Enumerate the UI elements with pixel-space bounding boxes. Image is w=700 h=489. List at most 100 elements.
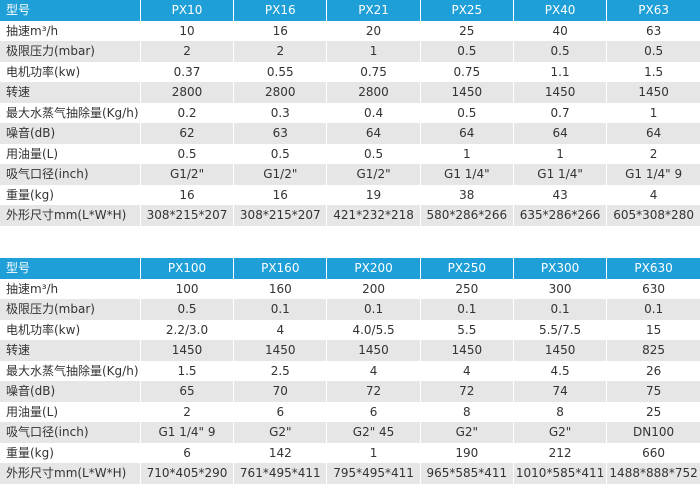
table-row: 重量(kg) 16 16 19 38 43 4 bbox=[0, 184, 700, 205]
model-header-cell: PX10 bbox=[139, 0, 234, 21]
spec-value-cell: 4 bbox=[233, 319, 327, 340]
spec-label-cell: 重量(kg) bbox=[0, 442, 141, 463]
spec-value-cell: G1/2" bbox=[139, 164, 234, 185]
table-row: 用油量(L) 0.5 0.5 0.5 1 1 2 bbox=[0, 143, 700, 164]
spec-value-cell: G1 1/4" bbox=[512, 164, 607, 185]
spec-value-cell: 16 bbox=[233, 20, 327, 41]
spec-value-cell: 300 bbox=[512, 278, 607, 299]
spec-value-cell: 0.5 bbox=[419, 102, 514, 123]
spec-value-cell: 4.0/5.5 bbox=[326, 319, 421, 340]
spec-label-cell: 最大水蒸气抽除量(Kg/h) bbox=[0, 102, 141, 123]
spec-value-cell: 4 bbox=[419, 360, 514, 381]
spec-value-cell: 580*286*266 bbox=[419, 205, 514, 226]
spec-value-cell: 6 bbox=[139, 442, 234, 463]
spec-value-cell: 0.1 bbox=[512, 299, 607, 320]
table-row: 重量(kg) 6 142 1 190 212 660 bbox=[0, 442, 700, 463]
header-row: 型号 PX10 PX16 PX21 PX25 PX40 PX63 bbox=[0, 0, 700, 21]
spec-value-cell: 2800 bbox=[326, 82, 421, 103]
spec-value-cell: 75 bbox=[606, 381, 700, 402]
spec-value-cell: 1010*585*411 bbox=[512, 463, 607, 484]
spec-value-cell: 0.5 bbox=[606, 41, 700, 62]
spec-label-cell: 用油量(L) bbox=[0, 143, 141, 164]
spec-value-cell: G1/2" bbox=[326, 164, 421, 185]
spec-value-cell: 1.1 bbox=[512, 61, 607, 82]
spec-value-cell: 2 bbox=[233, 41, 327, 62]
spec-value-cell: 250 bbox=[419, 278, 514, 299]
spec-value-cell: 0.5 bbox=[233, 143, 327, 164]
spec-value-cell: 1 bbox=[326, 41, 421, 62]
spec-value-cell: 26 bbox=[606, 360, 700, 381]
spec-value-cell: 1 bbox=[419, 143, 514, 164]
spec-value-cell: 0.75 bbox=[419, 61, 514, 82]
spec-value-cell: 142 bbox=[233, 442, 327, 463]
spec-value-cell: 15 bbox=[606, 319, 700, 340]
spec-value-cell: 0.5 bbox=[326, 143, 421, 164]
spec-value-cell: 308*215*207 bbox=[233, 205, 327, 226]
spec-value-cell: 4 bbox=[606, 184, 700, 205]
spec-value-cell: G1 1/4" 9 bbox=[139, 422, 234, 443]
spec-value-cell: 710*405*290 bbox=[139, 463, 234, 484]
spec-value-cell: 605*308*280 bbox=[606, 205, 700, 226]
spec-value-cell: 1450 bbox=[419, 340, 514, 361]
spec-value-cell: 0.1 bbox=[606, 299, 700, 320]
spec-value-cell: 0.4 bbox=[326, 102, 421, 123]
spec-value-cell: 25 bbox=[606, 401, 700, 422]
spec-value-cell: DN100 bbox=[606, 422, 700, 443]
spec-value-cell: 100 bbox=[139, 278, 234, 299]
table-row: 吸气口径(inch) G1/2" G1/2" G1/2" G1 1/4" G1 1/4" G… bbox=[0, 164, 700, 185]
spec-value-cell: 20 bbox=[326, 20, 421, 41]
spec-value-cell: 10 bbox=[139, 20, 234, 41]
table-row: 转速 1450 1450 1450 1450 1450 825 bbox=[0, 340, 700, 361]
model-header-label: 型号 bbox=[0, 0, 141, 21]
spec-value-cell: 0.1 bbox=[233, 299, 327, 320]
spec-label-cell: 噪音(dB) bbox=[0, 123, 141, 144]
model-header-label: 型号 bbox=[0, 258, 141, 279]
spec-value-cell: 1 bbox=[326, 442, 421, 463]
spec-value-cell: 0.75 bbox=[326, 61, 421, 82]
table-row: 转速 2800 2800 2800 1450 1450 1450 bbox=[0, 82, 700, 103]
spec-value-cell: 2 bbox=[139, 401, 234, 422]
spec-value-cell: 308*215*207 bbox=[139, 205, 234, 226]
spec-value-cell: 1 bbox=[512, 143, 607, 164]
spec-value-cell: 1450 bbox=[419, 82, 514, 103]
table-row: 电机功率(kw) 2.2/3.0 4 4.0/5.5 5.5 5.5/7.5 15 bbox=[0, 319, 700, 340]
table-row: 吸气口径(inch) G1 1/4" 9 G2" G2" 45 G2" G2" DN100 bbox=[0, 422, 700, 443]
spec-value-cell: 0.5 bbox=[419, 41, 514, 62]
spec-value-cell: 1450 bbox=[233, 340, 327, 361]
spec-value-cell: 0.7 bbox=[512, 102, 607, 123]
model-header-cell: PX200 bbox=[326, 258, 421, 279]
spec-label-cell: 吸气口径(inch) bbox=[0, 164, 141, 185]
spec-value-cell: G1 1/4" bbox=[419, 164, 514, 185]
spec-value-cell: 1450 bbox=[326, 340, 421, 361]
spec-label-cell: 用油量(L) bbox=[0, 401, 141, 422]
spec-value-cell: 2.2/3.0 bbox=[139, 319, 234, 340]
spec-label-cell: 最大水蒸气抽除量(Kg/h) bbox=[0, 360, 141, 381]
model-header-cell: PX250 bbox=[419, 258, 514, 279]
table-row: 外形尺寸mm(L*W*H) 308*215*207 308*215*207 421*2… bbox=[0, 205, 700, 226]
spec-value-cell: 40 bbox=[512, 20, 607, 41]
spec-value-cell: 16 bbox=[233, 184, 327, 205]
spec-value-cell: 2800 bbox=[139, 82, 234, 103]
spec-value-cell: 16 bbox=[139, 184, 234, 205]
spec-value-cell: 6 bbox=[326, 401, 421, 422]
model-header-cell: PX160 bbox=[233, 258, 327, 279]
spec-table-1: 型号 PX10 PX16 PX21 PX25 PX40 PX63 抽速m³/h 10 16 20 2… bbox=[0, 0, 700, 226]
spec-label-cell: 电机功率(kw) bbox=[0, 61, 141, 82]
model-header-cell: PX63 bbox=[606, 0, 700, 21]
spec-value-cell: 64 bbox=[419, 123, 514, 144]
spec-value-cell: 43 bbox=[512, 184, 607, 205]
spec-table-2: 型号 PX100 PX160 PX200 PX250 PX300 PX630 抽速m³/h 1… bbox=[0, 258, 700, 484]
spec-value-cell: 5.5 bbox=[419, 319, 514, 340]
spec-value-cell: 795*495*411 bbox=[326, 463, 421, 484]
model-header-cell: PX630 bbox=[606, 258, 700, 279]
spec-value-cell: 8 bbox=[419, 401, 514, 422]
spec-label-cell: 外形尺寸mm(L*W*H) bbox=[0, 463, 141, 484]
spec-value-cell: 635*286*266 bbox=[512, 205, 607, 226]
spec-value-cell: 1488*888*752 bbox=[606, 463, 700, 484]
spec-label-cell: 吸气口径(inch) bbox=[0, 422, 141, 443]
spec-label-cell: 极限压力(mbar) bbox=[0, 299, 141, 320]
spec-value-cell: G2" bbox=[233, 422, 327, 443]
spec-label-cell: 极限压力(mbar) bbox=[0, 41, 141, 62]
model-header-cell: PX40 bbox=[512, 0, 607, 21]
spec-value-cell: 64 bbox=[326, 123, 421, 144]
